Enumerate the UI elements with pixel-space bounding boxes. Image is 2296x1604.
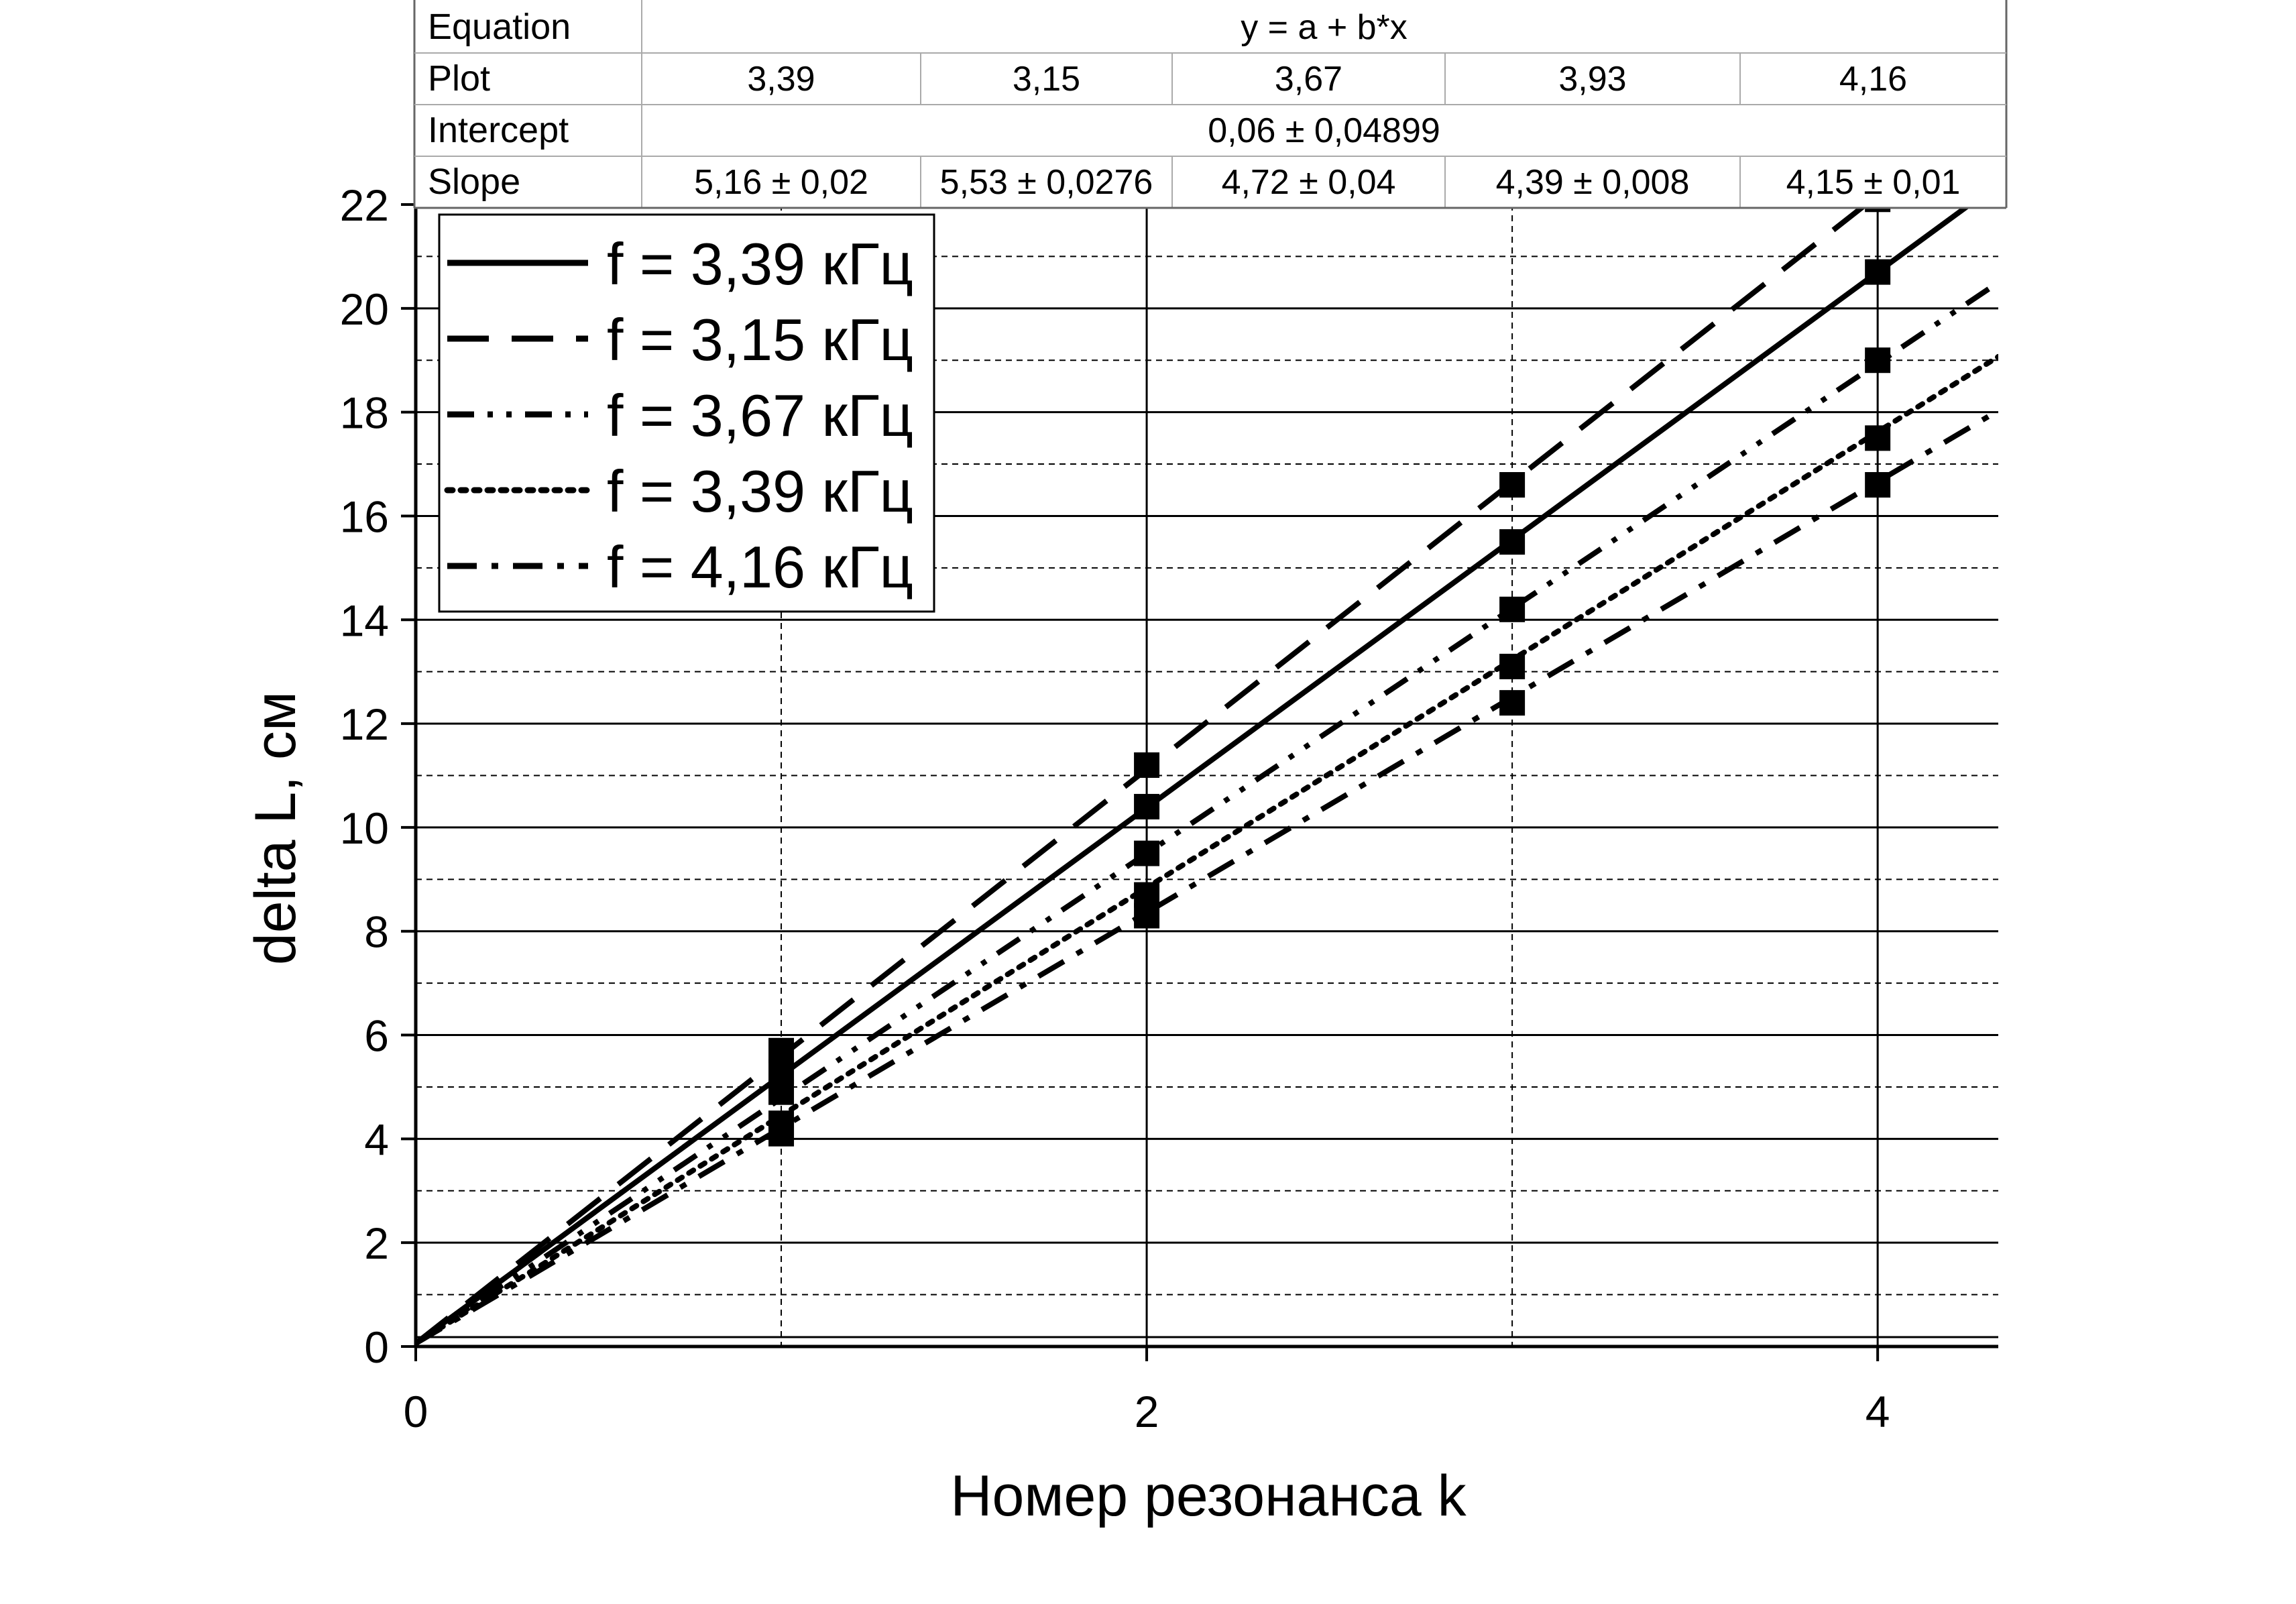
table-cell: 3,39 (747, 60, 815, 99)
x-tick-label: 4 (1866, 1387, 1890, 1436)
fit-line-3 (416, 280, 1998, 1346)
data-point (1499, 472, 1526, 498)
table-row-label: Plot (428, 58, 490, 99)
y-tick-label: 6 (364, 1011, 389, 1061)
y-tick-label: 16 (340, 492, 389, 541)
data-point (1499, 596, 1526, 622)
table-cell: 3,15 (1013, 60, 1080, 99)
data-point (1865, 425, 1891, 451)
table-row-label: Equation (428, 7, 571, 47)
data-point (1499, 690, 1526, 716)
fit-line-1 (416, 205, 1975, 1346)
table-cell: y = a + b*x (1241, 8, 1408, 47)
table-cell: 5,16 ± 0,02 (694, 163, 868, 202)
data-point (1865, 472, 1891, 498)
table-cell: 4,16 (1839, 60, 1907, 99)
legend-label-3: f = 3,67 кГц (607, 382, 913, 449)
data-point (1865, 347, 1891, 374)
y-tick-label: 20 (340, 284, 389, 334)
legend-label-1: f = 3,39 кГц (607, 231, 913, 297)
y-tick-label: 10 (340, 803, 389, 853)
data-point (1865, 259, 1891, 285)
x-tick-label: 0 (404, 1387, 428, 1436)
axes (401, 203, 1998, 1361)
table-cell: 4,72 ± 0,04 (1222, 163, 1396, 202)
fit-lines (416, 205, 1998, 1347)
fit-line-4 (416, 353, 1998, 1347)
data-point (768, 1079, 795, 1105)
y-axis-label: delta L, см (243, 691, 308, 965)
data-point (1134, 793, 1160, 819)
y-tick-label: 22 (340, 180, 389, 230)
data-point (768, 1121, 795, 1147)
data-point (1499, 653, 1526, 679)
data-point (1134, 752, 1160, 779)
legend-label-2: f = 3,15 кГц (607, 306, 913, 373)
fit-parameters-table: Equation y = a + b*x Plot 3,39 3,15 3,67 3,93 4… (413, 0, 2008, 209)
y-tick-label: 2 (364, 1218, 389, 1268)
table-row-label: Slope (428, 162, 520, 202)
y-tick-label: 0 (364, 1322, 389, 1372)
data-point (768, 1037, 795, 1064)
fit-line-2 (416, 205, 1870, 1346)
y-tick-label: 8 (364, 907, 389, 957)
table-cell: 3,67 (1275, 60, 1342, 99)
y-tick-label: 18 (340, 388, 389, 438)
legend-box (438, 213, 935, 613)
table-cell: 3,93 (1558, 60, 1626, 99)
x-axis-label: Номер резонанса k (950, 1464, 1467, 1528)
table-cell: 0,06 ± 0,04899 (1208, 111, 1440, 150)
y-tick-label: 4 (364, 1114, 389, 1164)
x-tick-label: 2 (1135, 1387, 1159, 1436)
legend: f = 3,39 кГц f = 3,15 кГц f = 3,67 кГц f = … (438, 213, 935, 613)
fit-line-5 (416, 408, 1998, 1346)
legend-label-4: f = 3,39 кГц (607, 458, 913, 524)
y-tick-label: 12 (340, 699, 389, 749)
legend-label-5: f = 4,16 кГц (607, 534, 913, 600)
table-cell: 5,53 ± 0,0276 (940, 163, 1153, 202)
data-point (1499, 529, 1526, 555)
tick-labels: 0 2 4 6 8 10 12 14 16 18 20 22 0 2 4 (340, 180, 1890, 1436)
table-cell: 4,39 ± 0,008 (1496, 163, 1690, 202)
data-point (1134, 903, 1160, 929)
table-cell: 4,15 ± 0,01 (1786, 163, 1961, 202)
data-point (1134, 840, 1160, 866)
data-points (768, 186, 1891, 1147)
table-row-label: Intercept (428, 110, 569, 150)
y-tick-label: 14 (340, 595, 389, 645)
